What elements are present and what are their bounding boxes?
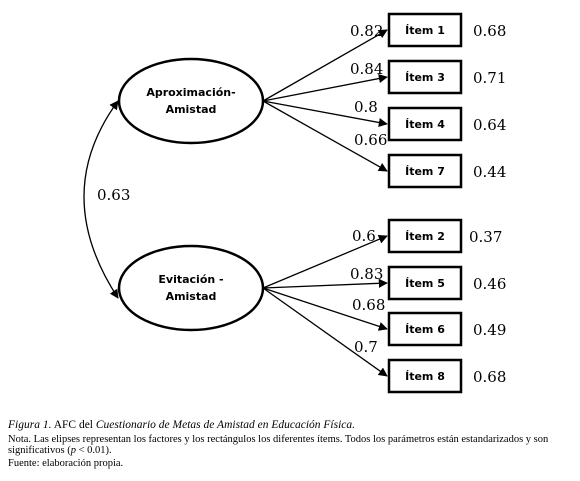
- item-label: Ítem 1: [405, 24, 445, 37]
- factor-evitacion-amistad: Evitación - Amistad: [117, 244, 265, 332]
- item-box-8: Ítem 8: [387, 358, 463, 394]
- item-label: Ítem 3: [405, 71, 445, 84]
- item-label: Ítem 5: [405, 277, 445, 290]
- item-box-6: Ítem 6: [387, 311, 463, 347]
- item-box-3: Ítem 3: [387, 59, 463, 95]
- loading-arrow-item-3: [262, 74, 388, 102]
- loading-arrow-item-8: [262, 287, 388, 377]
- error-value: 0.46: [473, 275, 506, 293]
- loading-arrow-item-1: [262, 29, 388, 102]
- loading-value: 0.6: [352, 227, 376, 245]
- loading-value: 0.68: [352, 296, 385, 314]
- figure-note: Nota. Las elipses representan los factor…: [8, 434, 570, 456]
- loading-arrow-item-2: [262, 234, 388, 289]
- error-value: 0.37: [469, 228, 502, 246]
- factor-label-line1: Evitación -: [158, 273, 223, 286]
- error-value: 0.64: [473, 116, 506, 134]
- figure-source: Fuente: elaboración propia.: [8, 458, 124, 469]
- factor-label-line2: Amistad: [166, 103, 217, 116]
- item-box-7: Ítem 7: [387, 153, 463, 189]
- figure-caption: Figura 1. AFC del Cuestionario de Metas …: [8, 419, 355, 431]
- note-p: p: [70, 445, 76, 456]
- error-value: 0.71: [473, 69, 506, 87]
- correlation-arc: [83, 100, 119, 299]
- item-label: Ítem 7: [405, 165, 445, 178]
- loading-value: 0.8: [354, 98, 378, 116]
- correlation-value: 0.63: [97, 186, 130, 204]
- error-value: 0.49: [473, 321, 506, 339]
- factor-aproximacion-amistad: Aproximación- Amistad: [117, 57, 265, 145]
- error-value: 0.68: [473, 368, 506, 386]
- loading-arrow-item-7: [262, 100, 388, 172]
- error-value: 0.68: [473, 22, 506, 40]
- figure-title: Cuestionario de Metas de Amistad en Educ…: [95, 419, 356, 431]
- loading-value: 0.83: [350, 265, 383, 283]
- item-label: Ítem 8: [405, 370, 445, 383]
- item-box-5: Ítem 5: [387, 265, 463, 301]
- error-value: 0.44: [473, 163, 506, 181]
- loading-value: 0.82: [350, 22, 383, 40]
- note-text-2: < 0.01).: [75, 445, 112, 456]
- item-box-1: Ítem 1: [387, 12, 463, 48]
- loading-arrow-item-5: [262, 278, 388, 289]
- item-label: Ítem 4: [405, 118, 445, 131]
- caption-prefix: AFC del: [53, 419, 93, 431]
- item-label: Ítem 2: [405, 230, 445, 243]
- factor-label-line2: Amistad: [166, 290, 217, 303]
- item-box-2: Ítem 2: [387, 218, 463, 254]
- figure-label: Figura 1.: [8, 419, 52, 431]
- loading-arrow-item-6: [262, 287, 388, 331]
- loading-value: 0.7: [354, 338, 378, 356]
- item-label: Ítem 6: [405, 323, 445, 336]
- loading-value: 0.66: [354, 131, 387, 149]
- note-text-1: Nota. Las elipses representan los factor…: [8, 434, 549, 456]
- loading-value: 0.84: [350, 60, 383, 78]
- item-box-4: Ítem 4: [387, 106, 463, 142]
- loading-arrow-item-4: [262, 100, 388, 127]
- cfa-path-diagram: Aproximación- Amistad Evitación - Amista…: [83, 12, 506, 394]
- factor-label-line1: Aproximación-: [146, 86, 235, 99]
